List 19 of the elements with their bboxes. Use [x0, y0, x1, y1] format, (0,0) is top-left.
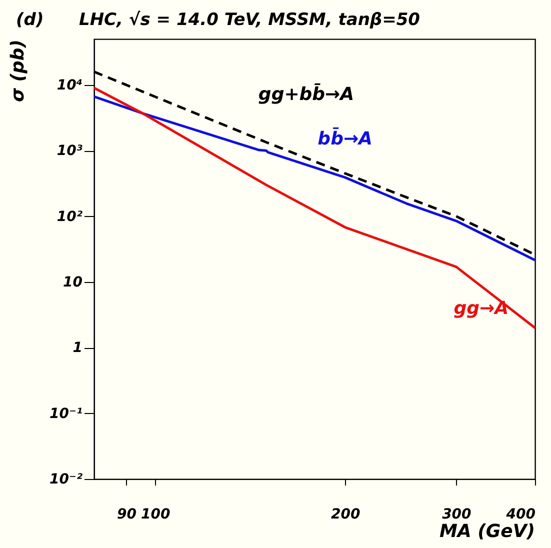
y-axis-title: σ (pb) — [7, 40, 28, 102]
y-tick-label: 10 — [63, 274, 83, 290]
x-tick-label: 400 — [505, 506, 536, 522]
y-tick-label: 10⁻¹ — [49, 406, 82, 422]
x-tick-label: 90 — [117, 506, 137, 522]
y-tick-label: 10⁴ — [56, 77, 82, 94]
x-tick-label: 200 — [330, 506, 360, 522]
y-tick-label: 10³ — [56, 143, 82, 160]
y-tick-label: 10² — [56, 208, 84, 225]
x-tick-label: 100 — [141, 506, 171, 522]
y-tick-label: 1 — [72, 340, 82, 356]
y-tick-label: 10⁻² — [49, 472, 84, 488]
chart-title: LHC, √s = 14.0 TeV, MSSM, tanβ=50 — [79, 10, 420, 30]
series-label: gg→A — [454, 298, 509, 319]
series-label: bb̄→A — [318, 127, 372, 150]
text: (d) — [16, 10, 44, 30]
series-label: gg+bb̄→A — [258, 82, 354, 106]
x-tick-label: 300 — [442, 506, 472, 522]
x-axis-title: MA (GeV) — [440, 521, 535, 542]
